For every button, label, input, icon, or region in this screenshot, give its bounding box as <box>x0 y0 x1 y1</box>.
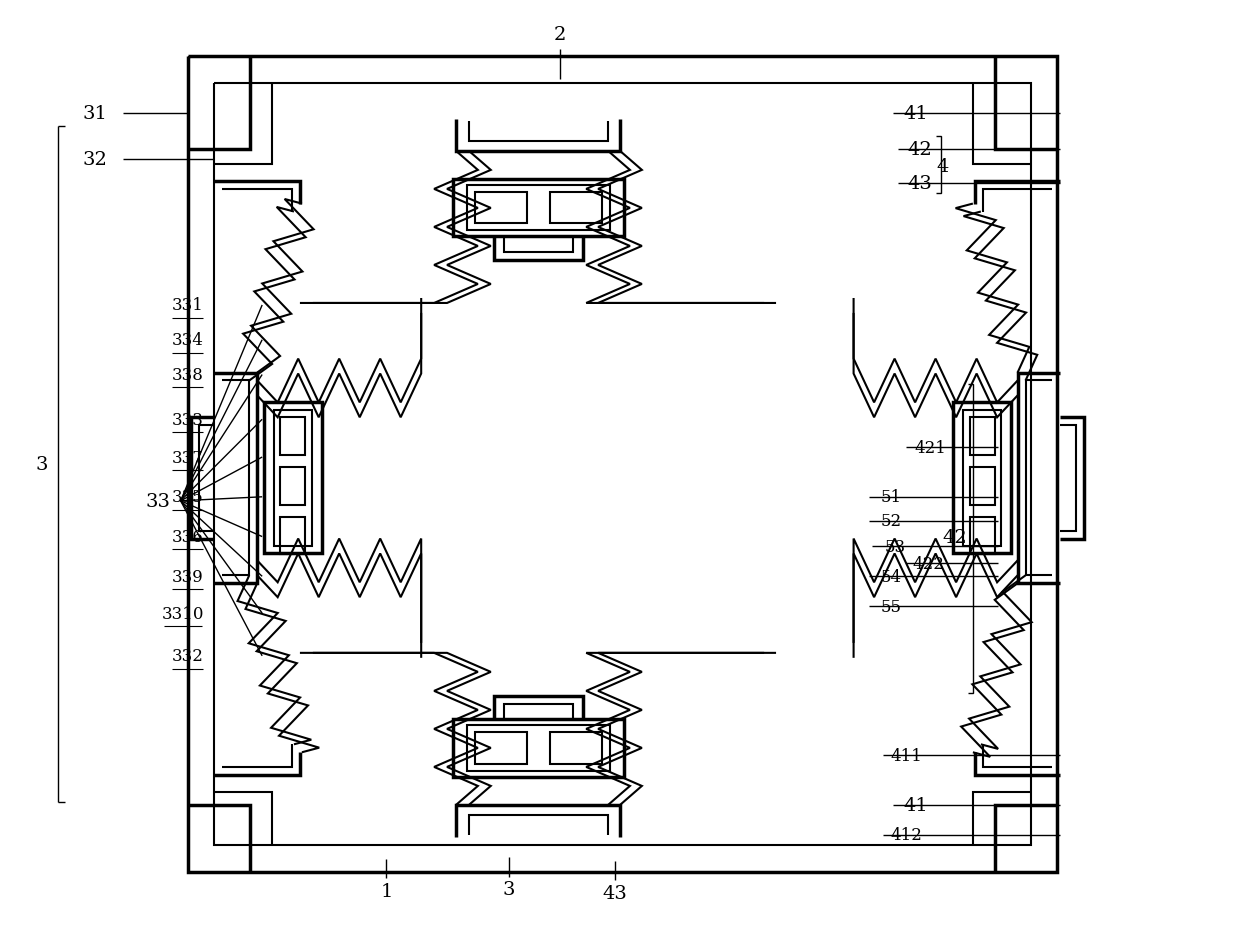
Bar <box>954 403 1011 553</box>
Bar <box>475 193 527 224</box>
Bar <box>970 517 994 555</box>
Bar <box>280 517 305 555</box>
Text: 52: 52 <box>880 513 901 529</box>
Text: 31: 31 <box>83 105 108 123</box>
Text: 335: 335 <box>171 489 203 506</box>
Text: 338: 338 <box>171 367 203 384</box>
Text: 43: 43 <box>603 884 627 902</box>
Text: 43: 43 <box>908 174 932 193</box>
Text: 3: 3 <box>502 881 515 898</box>
Text: 4: 4 <box>937 158 950 175</box>
Text: 334: 334 <box>171 332 203 349</box>
Text: 412: 412 <box>890 826 923 844</box>
Bar <box>970 467 994 505</box>
Text: 51: 51 <box>880 489 901 506</box>
Text: 337: 337 <box>171 449 203 466</box>
Text: 33: 33 <box>145 492 170 510</box>
Bar <box>264 403 322 553</box>
Bar <box>963 411 1001 546</box>
Bar <box>453 180 624 237</box>
Text: 2: 2 <box>554 26 567 44</box>
Bar <box>274 411 311 546</box>
Text: 421: 421 <box>914 439 946 456</box>
Text: 54: 54 <box>880 568 901 585</box>
Text: 1: 1 <box>381 883 393 900</box>
Bar <box>551 732 603 765</box>
Bar <box>280 418 305 455</box>
Text: 42: 42 <box>942 528 967 546</box>
Text: 53: 53 <box>885 539 906 555</box>
Bar <box>453 719 624 777</box>
Bar <box>475 732 527 765</box>
Text: 55: 55 <box>880 598 901 615</box>
Text: 332: 332 <box>171 648 203 665</box>
Text: 422: 422 <box>913 555 944 572</box>
Text: 41: 41 <box>904 796 929 814</box>
Bar <box>280 467 305 505</box>
Text: 339: 339 <box>171 568 203 585</box>
Text: 336: 336 <box>171 528 203 545</box>
Bar <box>551 193 603 224</box>
Text: 3310: 3310 <box>161 605 203 622</box>
Text: 42: 42 <box>908 141 932 159</box>
Bar <box>970 418 994 455</box>
Text: 331: 331 <box>171 298 203 314</box>
Text: 333: 333 <box>171 412 203 428</box>
Bar <box>467 185 610 231</box>
Text: 411: 411 <box>890 747 923 764</box>
Text: 41: 41 <box>904 105 929 123</box>
Text: 3: 3 <box>35 455 47 474</box>
Text: 32: 32 <box>83 151 108 169</box>
Bar <box>467 726 610 771</box>
